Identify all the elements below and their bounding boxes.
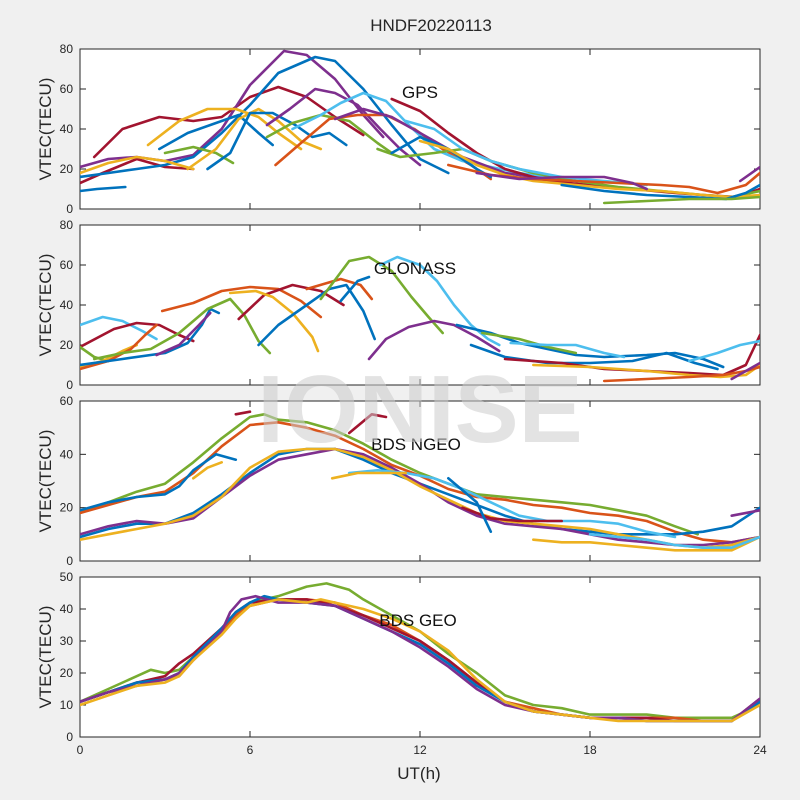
series-line-12 [531, 535, 760, 552]
y-tick-label: 0 [66, 378, 73, 392]
series-line-19 [509, 341, 626, 359]
series-line-11 [265, 87, 422, 167]
y-tick-label: 20 [60, 666, 74, 680]
figure-title: HNDF20220113 [370, 16, 492, 35]
panels: 020406080GPSVTEC(TECU)020406080GLONASSVT… [36, 42, 767, 757]
series-line-1 [80, 321, 195, 349]
series-line-22 [475, 171, 649, 191]
y-axis-label: VTEC(TECU) [36, 606, 55, 709]
x-tick-label: 12 [413, 743, 427, 757]
series-line-5 [80, 155, 195, 175]
series-line-15 [730, 508, 760, 518]
series-line-4 [80, 323, 158, 371]
panel-label: BDS NGEO [371, 435, 461, 454]
series-line-15 [333, 107, 549, 181]
y-tick-label: 40 [60, 298, 74, 312]
series-line-2 [80, 452, 238, 512]
series-line-25 [730, 361, 760, 381]
series-group [80, 49, 760, 205]
series-line-23 [560, 183, 760, 201]
panel-label: BDS GEO [379, 611, 456, 630]
series-line-3 [192, 460, 223, 480]
y-tick-label: 40 [60, 447, 74, 461]
panel-3: 0 10 20 30 40 50 0 6 12 18 24 BDS GEO VTEC(TECU) [36, 570, 767, 757]
y-tick-label: 60 [60, 258, 74, 272]
y-tick-label: 80 [60, 218, 74, 232]
series-line-6 [80, 447, 760, 547]
series-line-0 [80, 582, 760, 720]
series-line-24 [602, 195, 760, 205]
series-line-16 [367, 319, 501, 361]
series-line-10 [206, 111, 348, 171]
y-tick-label: 50 [60, 570, 74, 584]
series-line-4 [80, 55, 450, 179]
series-line-8 [347, 412, 388, 435]
series-line-7 [158, 113, 275, 151]
series-group [80, 410, 760, 552]
y-axis-label: VTEC(TECU) [36, 78, 55, 181]
series-line-7 [92, 297, 272, 361]
series-line-14 [446, 476, 493, 534]
series-line-12 [305, 277, 374, 301]
y-tick-label: 60 [60, 394, 74, 408]
y-tick-label: 20 [60, 338, 74, 352]
panel-0: 0 20 40 60 80 GPS VTEC(TECU) [36, 42, 761, 216]
y-tick-label: 60 [60, 82, 74, 96]
y-tick-label: 0 [66, 554, 73, 568]
series-line-13 [339, 275, 371, 303]
x-tick-label: 6 [247, 743, 254, 757]
x-tick-label: 0 [77, 743, 84, 757]
series-line-13 [588, 532, 760, 550]
series-line-2 [80, 598, 760, 723]
series-line-4 [234, 410, 252, 416]
series-line-9 [186, 107, 323, 171]
y-tick-label: 30 [60, 634, 74, 648]
y-tick-label: 20 [60, 162, 74, 176]
plot-area [79, 576, 761, 738]
y-tick-label: 20 [60, 501, 74, 515]
series-line-25 [738, 165, 760, 183]
series-line-5 [80, 598, 760, 723]
plot-area [79, 48, 761, 210]
series-line-8 [160, 285, 323, 319]
series-line-22 [531, 363, 760, 379]
x-axis-label: UT(h) [397, 764, 440, 783]
y-tick-label: 40 [60, 122, 74, 136]
y-tick-label: 0 [66, 202, 73, 216]
series-line-6 [155, 311, 212, 357]
panel-label: GLONASS [374, 259, 456, 278]
watermark: IONISE [257, 356, 582, 463]
series-line-6 [146, 107, 303, 151]
series-line-20 [418, 139, 760, 199]
series-line-15 [378, 255, 501, 347]
y-tick-label: 0 [66, 730, 73, 744]
series-line-10 [228, 289, 320, 353]
y-axis-label: VTEC(TECU) [36, 254, 55, 357]
panel-1: 0 20 40 60 80 GLONASS VTEC(TECU) [36, 218, 761, 392]
series-group [80, 582, 760, 723]
series-line-1 [80, 157, 195, 185]
panel-label: GPS [402, 83, 438, 102]
x-tick-label: 18 [583, 743, 597, 757]
series-line-24 [687, 339, 760, 363]
series-line-9 [237, 283, 345, 321]
series-line-0 [80, 412, 700, 536]
y-tick-label: 10 [60, 698, 74, 712]
panel-2: 0 20 40 60 BDS NGEO VTEC(TECU) [36, 394, 761, 568]
series-line-18 [404, 119, 649, 187]
y-axis-label: VTEC(TECU) [36, 430, 55, 533]
series-line-10 [330, 471, 408, 480]
series-line-0 [80, 185, 127, 193]
series-group [80, 255, 760, 383]
series-line-14 [319, 255, 445, 335]
y-tick-label: 40 [60, 602, 74, 616]
y-tick-label: 80 [60, 42, 74, 56]
x-tick-label: 24 [753, 743, 767, 757]
